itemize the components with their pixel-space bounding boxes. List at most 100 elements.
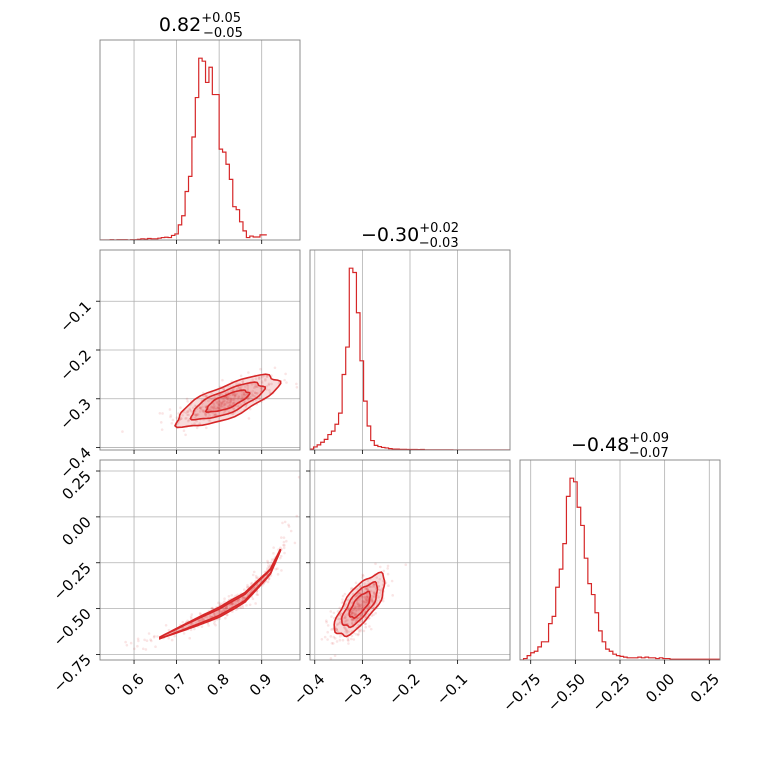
sample-point — [373, 585, 376, 588]
sample-point — [326, 638, 329, 641]
sample-point — [279, 554, 283, 558]
sample-point — [229, 603, 232, 607]
sample-point — [199, 406, 202, 410]
x-tick-label: −0.4 — [290, 670, 328, 708]
sample-point — [256, 593, 260, 597]
sample-point — [354, 633, 358, 636]
sample-point — [344, 614, 347, 617]
sample-point — [196, 413, 199, 416]
sample-point — [276, 573, 280, 576]
sample-point — [359, 613, 363, 617]
sample-point — [377, 584, 381, 588]
sample-point — [210, 406, 214, 409]
sample-point — [297, 475, 300, 479]
sample-point — [254, 377, 258, 381]
sample-point — [293, 541, 297, 545]
sample-point — [129, 641, 133, 645]
panel-p1d-0: 0.82+0.05−0.05 — [99, 11, 301, 244]
sample-point — [251, 588, 255, 591]
sample-point — [366, 587, 369, 590]
sample-point — [244, 405, 248, 409]
sample-point — [248, 407, 252, 411]
sample-point — [363, 582, 366, 585]
sample-point — [355, 602, 359, 605]
sample-point — [360, 606, 363, 609]
sample-point — [371, 606, 374, 610]
sample-point — [207, 399, 210, 403]
sample-point — [246, 583, 249, 587]
sample-point — [144, 648, 148, 651]
sample-point — [331, 627, 334, 631]
sample-point — [228, 403, 232, 407]
sample-point — [182, 632, 186, 635]
sample-point — [242, 396, 245, 399]
sample-point — [370, 598, 374, 602]
sample-point — [363, 600, 367, 604]
sample-point — [231, 393, 235, 396]
sample-point — [249, 395, 253, 398]
sample-point — [243, 393, 246, 397]
sample-point — [366, 588, 369, 592]
sample-point — [231, 604, 234, 607]
sample-point — [227, 397, 230, 401]
sample-point — [125, 643, 129, 647]
sample-point — [254, 385, 257, 389]
sample-point — [218, 393, 222, 397]
panel-title: 0.82+0.05 — [159, 11, 241, 36]
sample-point — [268, 388, 271, 392]
sample-point — [211, 397, 214, 401]
sample-point — [361, 606, 364, 610]
sample-point — [204, 413, 207, 416]
sample-point — [364, 615, 367, 619]
sample-point — [268, 391, 272, 395]
sample-point — [205, 394, 208, 397]
sample-point — [222, 411, 226, 415]
sample-point — [255, 576, 258, 580]
sample-point — [158, 411, 162, 415]
sample-point — [231, 602, 234, 605]
sample-point — [370, 597, 373, 601]
sample-point — [124, 640, 127, 644]
sample-point — [281, 521, 284, 525]
contour-level — [174, 373, 282, 429]
x-tick-label: −0.1 — [433, 670, 471, 708]
sample-point — [352, 618, 356, 622]
sample-point — [228, 396, 231, 400]
sample-point — [153, 634, 156, 638]
sample-point — [357, 608, 361, 611]
sample-point — [364, 625, 368, 629]
sample-point — [252, 386, 256, 390]
sample-point — [250, 392, 254, 395]
sample-point — [237, 405, 241, 408]
sample-point — [370, 596, 373, 600]
sample-point — [149, 638, 152, 642]
sample-point — [340, 601, 344, 604]
sample-point — [351, 619, 354, 622]
sample-point — [242, 392, 246, 395]
sample-point — [258, 397, 261, 400]
sample-point — [233, 394, 237, 398]
sample-point — [214, 407, 218, 411]
sample-point — [304, 474, 307, 477]
sample-point — [221, 378, 224, 382]
sample-point — [212, 402, 216, 406]
sample-point — [266, 566, 269, 570]
sample-point — [357, 597, 361, 601]
sample-point — [245, 604, 248, 607]
sample-point — [375, 576, 379, 579]
sample-point — [372, 591, 376, 595]
sample-point — [356, 605, 359, 609]
x-tick-label: 0.7 — [161, 670, 191, 700]
sample-point — [239, 606, 242, 610]
sample-point — [226, 398, 230, 402]
sample-point — [372, 592, 376, 595]
title-minus: −0.07 — [629, 446, 669, 461]
sample-point — [366, 579, 370, 583]
sample-point — [232, 401, 236, 405]
sample-point — [282, 540, 286, 544]
sample-point — [195, 413, 198, 416]
sample-point — [218, 609, 221, 613]
sample-point — [200, 625, 204, 628]
sample-point — [354, 581, 358, 585]
sample-point — [190, 613, 194, 616]
